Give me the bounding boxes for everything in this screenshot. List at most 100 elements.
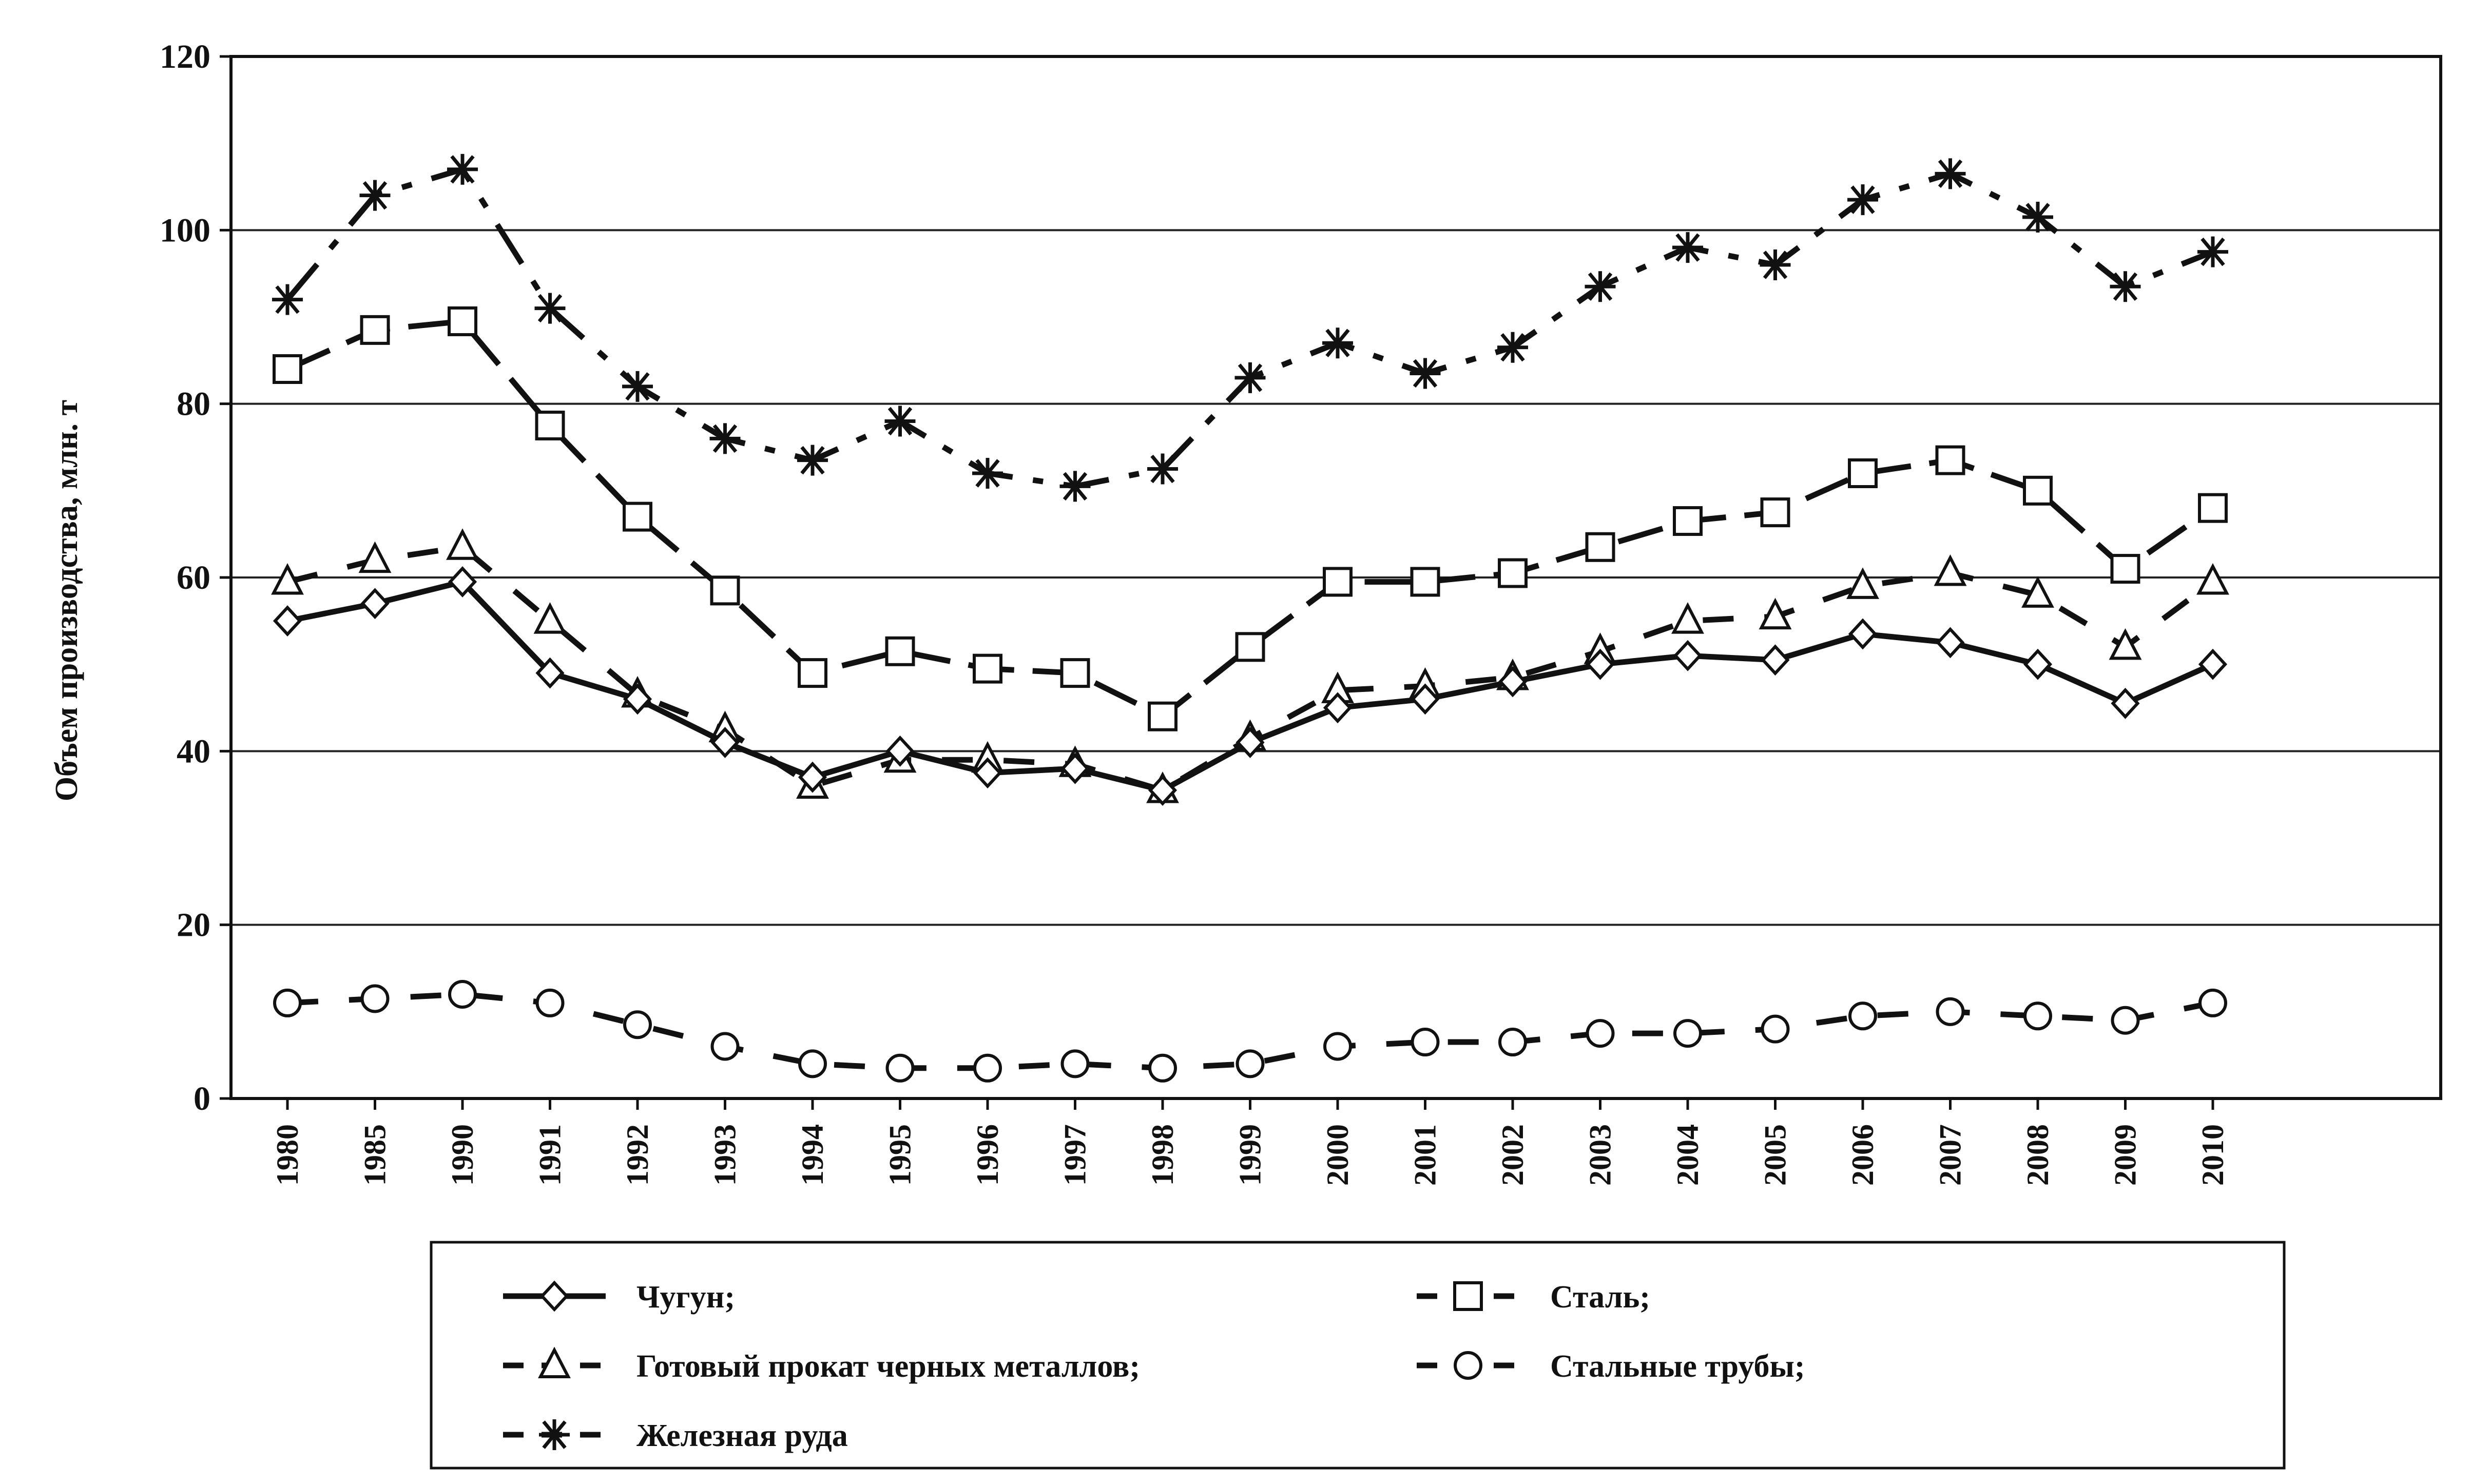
- data-point-square: [1760, 497, 1790, 528]
- data-point-triangle: [2196, 563, 2229, 595]
- data-point-circle: [1411, 1028, 1440, 1057]
- data-point-square: [1498, 558, 1528, 588]
- data-point-circle: [798, 1049, 827, 1078]
- data-point-square: [448, 306, 477, 336]
- data-point-circle: [2111, 1006, 2140, 1035]
- data-point-square: [1235, 632, 1265, 662]
- data-point-triangle: [2109, 628, 2142, 660]
- tick-labels: 0 20 40 60 80 100 120 1980 1985 1990 1991 1992 1993 1…: [160, 38, 2230, 1186]
- x-tick-label: 1996: [971, 1124, 1005, 1186]
- data-point-diamond: [273, 605, 302, 637]
- x-tick-label: 1999: [1233, 1124, 1267, 1186]
- legend-swatch-diamond: [539, 1280, 569, 1312]
- data-point-diamond: [1411, 683, 1440, 715]
- data-point-diamond: [798, 761, 827, 793]
- data-point-diamond: [2111, 687, 2140, 719]
- data-point-square: [1060, 658, 1090, 688]
- data-point-asterisk: [359, 180, 391, 211]
- data-point-circle: [973, 1053, 1002, 1083]
- data-point-asterisk: [1497, 332, 1528, 363]
- x-tick-label: 2006: [1846, 1124, 1880, 1186]
- data-point-diamond: [1848, 618, 1878, 650]
- data-point-diamond: [535, 657, 565, 689]
- data-point-asterisk: [1410, 358, 1441, 389]
- data-point-circle: [448, 980, 477, 1009]
- y-tick-label: 0: [194, 1080, 210, 1117]
- legend-item: Сталь;: [1417, 1280, 1650, 1315]
- data-point-square: [973, 653, 1002, 684]
- data-point-diamond: [1761, 644, 1790, 676]
- x-tick-label: 1995: [883, 1124, 917, 1186]
- data-point-triangle: [533, 602, 567, 634]
- data-point-asterisk: [272, 284, 303, 315]
- series-diamond: [273, 566, 2228, 806]
- data-point-square: [710, 575, 740, 606]
- data-point-circle: [1848, 1001, 1877, 1031]
- data-point-asterisk: [1672, 232, 1703, 263]
- data-point-diamond: [1148, 775, 1178, 806]
- data-point-circle: [273, 988, 302, 1017]
- data-point-diamond: [1236, 726, 1265, 758]
- legend-item: Железная руда: [503, 1418, 848, 1453]
- legend-swatch-asterisk: [539, 1419, 570, 1450]
- legend-label: Готовый прокат черных металлов;: [636, 1349, 1140, 1384]
- x-tick-label: 2009: [2109, 1124, 2142, 1186]
- data-point-square: [535, 410, 565, 440]
- data-point-asterisk: [1234, 362, 1266, 393]
- data-point-triangle: [358, 541, 392, 573]
- data-point-square: [1148, 701, 1178, 731]
- data-point-circle: [1236, 1049, 1265, 1078]
- series-square: [273, 306, 2228, 731]
- data-point-triangle: [1934, 554, 1967, 586]
- data-point-diamond: [1498, 666, 1528, 698]
- x-tick-label: 1998: [1146, 1124, 1180, 1186]
- y-tick-label: 80: [177, 386, 210, 423]
- legend-box: [430, 1241, 2286, 1470]
- x-tick-label: 1991: [533, 1124, 567, 1186]
- x-tick-label: 1993: [708, 1124, 742, 1186]
- data-point-diamond: [1586, 648, 1615, 680]
- data-point-square: [1323, 567, 1353, 597]
- data-point-asterisk: [1847, 184, 1878, 216]
- data-point-circle: [1761, 1014, 1790, 1044]
- series-circle: [273, 980, 2227, 1083]
- series-line: [286, 318, 2215, 720]
- data-point-asterisk: [534, 293, 566, 324]
- axes: [220, 55, 2442, 1110]
- y-tick-label: 120: [160, 38, 210, 75]
- data-point-diamond: [2198, 648, 2228, 680]
- data-point-circle: [885, 1053, 915, 1083]
- series-line: [286, 579, 2214, 793]
- data-point-asterisk: [972, 458, 1003, 489]
- data-point-circle: [1060, 1049, 1090, 1078]
- x-tick-label: 1990: [446, 1124, 479, 1186]
- data-point-asterisk: [797, 445, 828, 476]
- legend-swatch-triangle: [538, 1346, 571, 1378]
- x-tick-label: 2003: [1584, 1124, 1617, 1186]
- data-point-asterisk: [884, 406, 916, 437]
- data-point-diamond: [1060, 753, 1090, 784]
- y-tick-label: 60: [177, 559, 210, 596]
- series-line: [285, 166, 2214, 489]
- x-tick-label: 2005: [1759, 1124, 1792, 1186]
- legend-swatch-square: [1453, 1281, 1483, 1311]
- data-point-triangle: [1759, 598, 1792, 630]
- x-tick-label: 2001: [1408, 1124, 1442, 1186]
- data-point-triangle: [271, 563, 304, 595]
- data-point-asterisk: [1147, 453, 1178, 485]
- data-point-square: [2198, 493, 2228, 523]
- data-point-square: [798, 658, 827, 688]
- data-point-diamond: [623, 683, 652, 715]
- data-point-diamond: [448, 566, 477, 598]
- x-tick-label: 2010: [2196, 1124, 2230, 1186]
- y-tick-label: 20: [177, 907, 210, 944]
- legend-label: Сталь;: [1550, 1280, 1650, 1315]
- x-tick-label: 2008: [2021, 1124, 2055, 1186]
- y-tick-label: 40: [177, 733, 210, 770]
- data-point-asterisk: [1322, 327, 1353, 359]
- data-point-diamond: [1323, 692, 1353, 724]
- data-point-asterisk: [1935, 158, 1966, 189]
- x-tick-label: 1980: [271, 1124, 304, 1186]
- data-point-diamond: [2023, 648, 2053, 680]
